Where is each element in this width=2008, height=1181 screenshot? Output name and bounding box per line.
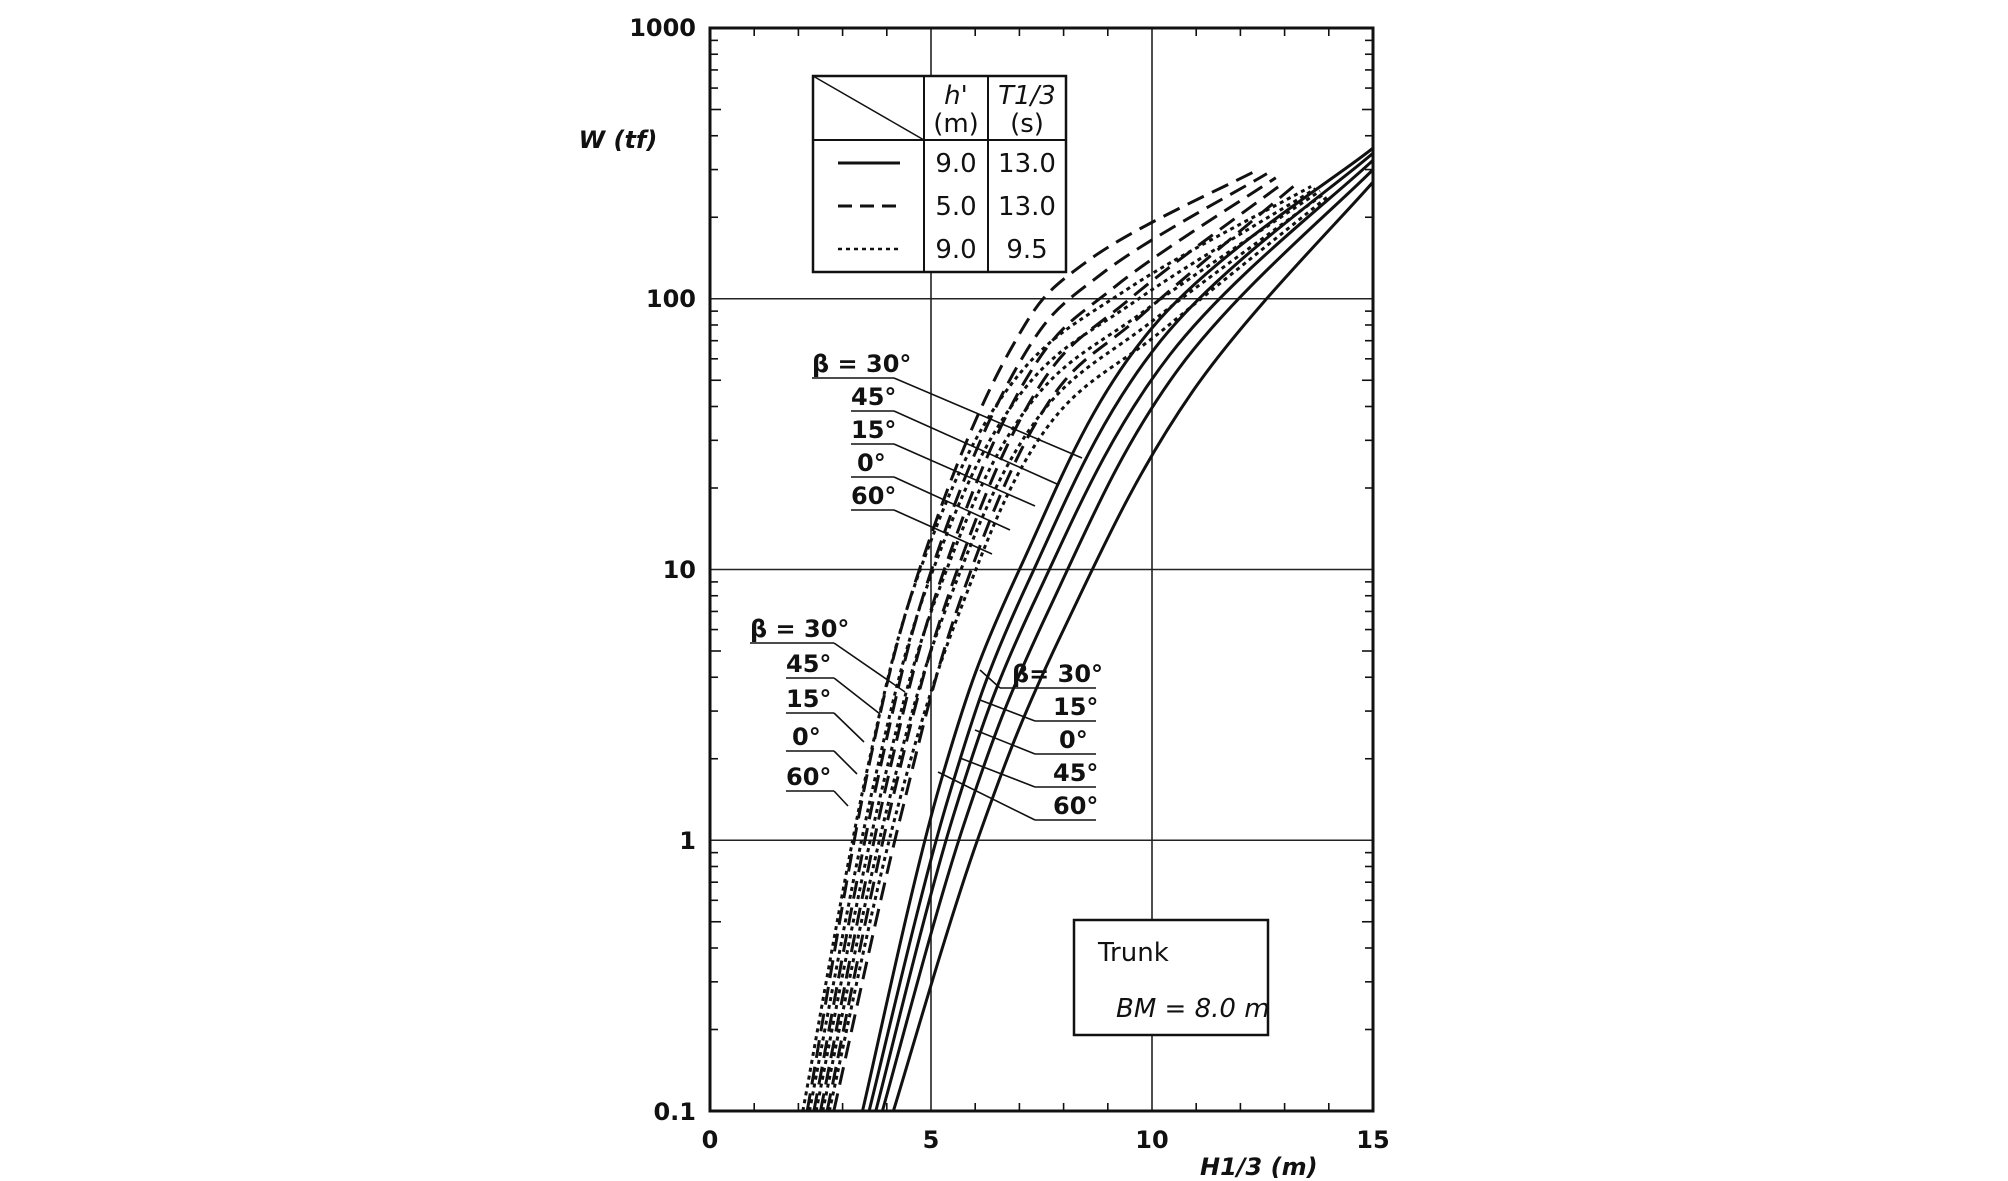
beta-leader (959, 757, 1036, 788)
series-line (832, 185, 1295, 1112)
y-tick-label: 0.1 (653, 1098, 696, 1126)
beta-label: β = 30° (750, 615, 849, 643)
beta-leader (893, 410, 1058, 485)
beta-leader (833, 712, 865, 743)
beta-label: 15° (786, 685, 831, 713)
beta-leader (979, 669, 1001, 689)
beta-label: β = 30° (812, 350, 911, 378)
series-line (812, 172, 1268, 1112)
legend-header-t-unit: (s) (1010, 109, 1044, 139)
legend-row-t: 9.5 (1006, 235, 1047, 265)
series-line (874, 159, 1375, 1112)
legend-header-t: T1/3 (998, 81, 1056, 111)
x-tick-labels: 0 5 10 15 (702, 1126, 1390, 1154)
x-tick-label: 5 (923, 1126, 940, 1154)
x-tick-label: 15 (1356, 1126, 1389, 1154)
beta-leader (937, 771, 1036, 821)
beta-label: 45° (786, 650, 831, 678)
beta-leader (893, 509, 993, 555)
legend-row-t: 13.0 (998, 149, 1056, 179)
series-line (867, 151, 1374, 1112)
y-tick-labels: 0.1 1 10 100 1000 (629, 14, 696, 1126)
beta-labels: β = 30° 45° 15° 0° 60° β = 30° 45° 15° 0… (750, 350, 1103, 821)
beta-leader (974, 729, 1036, 755)
beta-label: 45° (1053, 759, 1098, 787)
series-line (814, 189, 1321, 1112)
beta-leader (893, 377, 1083, 459)
beta-label: 45° (851, 383, 896, 411)
beta-leader (979, 699, 1036, 722)
y-tick-label: 1 (679, 827, 696, 855)
annotation-frame (1072, 918, 1270, 1037)
beta-leader (893, 443, 1036, 507)
legend-frame (811, 74, 1068, 274)
beta-leader (833, 790, 849, 807)
curves (801, 146, 1375, 1112)
x-tick-label: 0 (702, 1126, 719, 1154)
legend-header-h-unit: (m) (933, 109, 979, 139)
beta-leader (833, 642, 906, 693)
series-line (825, 180, 1286, 1112)
series-line (821, 192, 1326, 1112)
beta-label: 0° (792, 723, 821, 751)
annotation-box: Trunk BM = 8.0 m (1072, 918, 1270, 1037)
y-axis-label: W (tf) (579, 126, 658, 154)
x-axis-label: H1/3 (m) (1200, 1153, 1318, 1181)
series-line (808, 187, 1317, 1112)
beta-label: 0° (857, 449, 886, 477)
y-tick-label: 10 (663, 556, 696, 584)
annotation-line2: BM = 8.0 m (1116, 994, 1270, 1024)
beta-label: 60° (786, 763, 831, 791)
legend-row-h: 9.0 (935, 235, 976, 265)
series-line (805, 168, 1259, 1112)
series-line (891, 181, 1375, 1112)
legend-row-t: 13.0 (998, 192, 1056, 222)
beta-leader (893, 476, 1011, 531)
series-line (880, 168, 1375, 1112)
legend-row-h: 9.0 (935, 149, 976, 179)
legend: h' (m) T1/3 (s) 9.0 13.0 5.0 13.0 9.0 9.… (811, 74, 1068, 274)
legend-header-h: h' (944, 81, 968, 111)
plot-frame (708, 26, 1375, 1113)
beta-label: 15° (851, 416, 896, 444)
legend-diagonal (812, 75, 925, 141)
series-line (861, 146, 1374, 1112)
beta-leader (833, 750, 858, 775)
beta-label: 0° (1059, 726, 1088, 754)
beta-leader (833, 677, 881, 715)
y-tick-label: 100 (646, 285, 696, 313)
series-line (801, 185, 1312, 1112)
beta-label: 60° (1053, 792, 1098, 820)
annotation-line1: Trunk (1097, 938, 1169, 968)
beta-label: β= 30° (1012, 660, 1103, 688)
series-line (819, 176, 1277, 1112)
beta-label: 60° (851, 482, 896, 510)
beta-label: 15° (1053, 693, 1098, 721)
x-tick-label: 10 (1135, 1126, 1168, 1154)
legend-row-h: 5.0 (935, 192, 976, 222)
y-tick-label: 1000 (629, 14, 696, 42)
